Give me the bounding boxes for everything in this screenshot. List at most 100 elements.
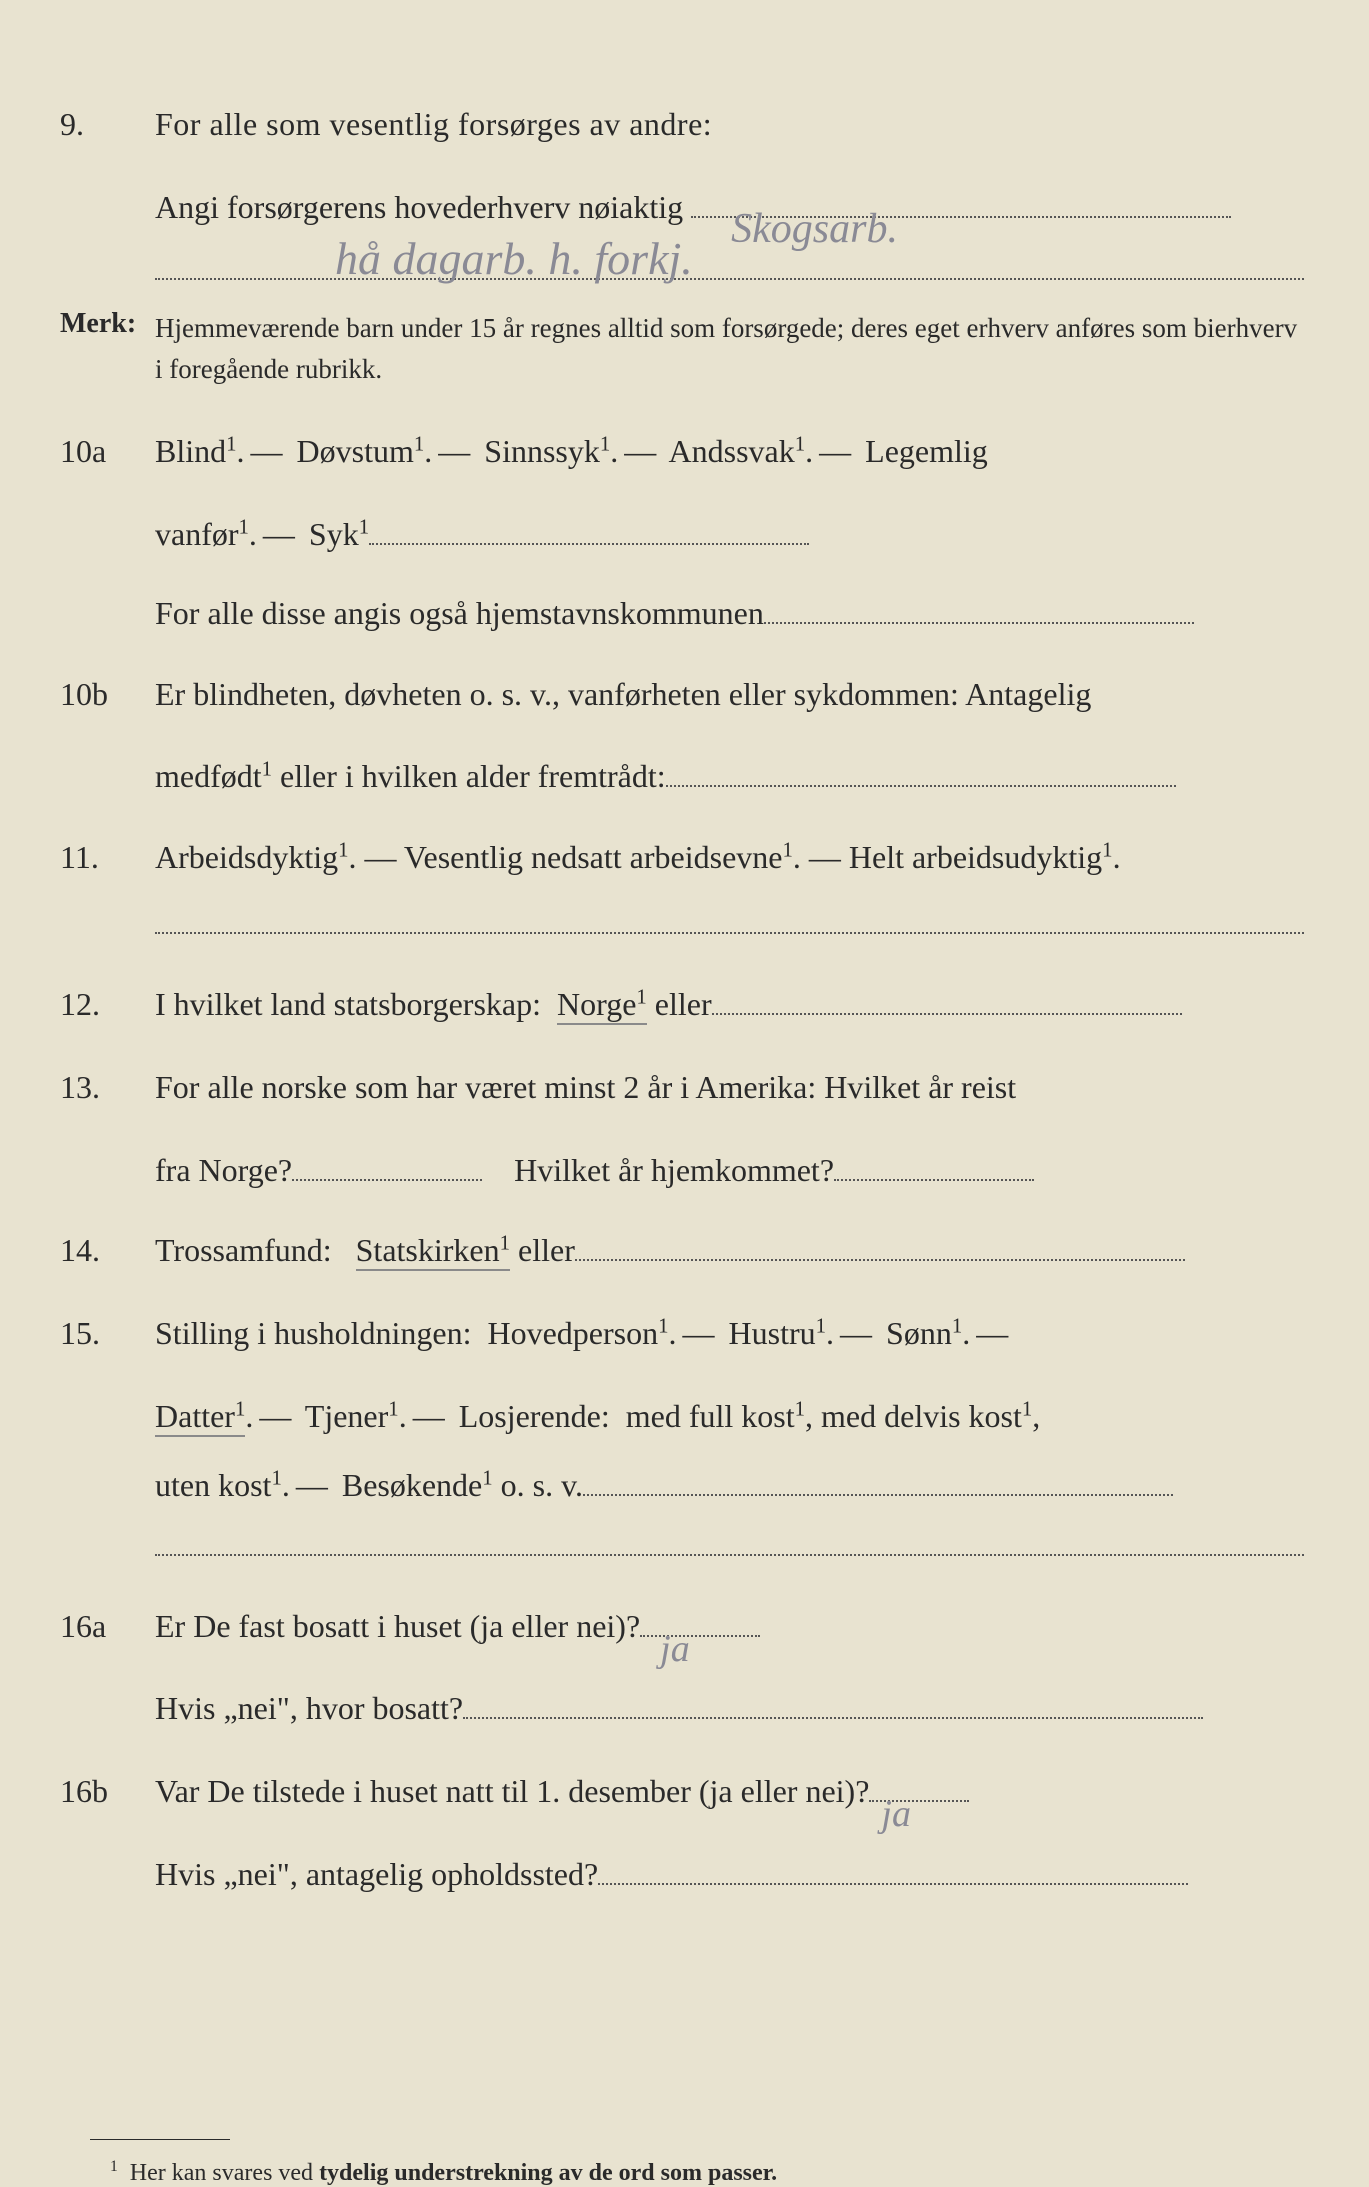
q13-hjemkommet: Hvilket år hjemkommet?	[514, 1152, 834, 1188]
q15-line1: 15. Stilling i husholdningen: Hovedperso…	[60, 1299, 1304, 1368]
q15-k3: uten kost	[155, 1467, 271, 1503]
q10a-line2: vanfør1.— Syk1	[155, 500, 1304, 569]
q10a-num: 10a	[60, 421, 155, 482]
footnote: 1 Her kan svares ved tydelig understrekn…	[110, 2158, 1304, 2187]
q15-label: Stilling i husholdningen:	[155, 1315, 471, 1351]
q16b-q1: Var De tilstede i huset natt til 1. dese…	[155, 1757, 1304, 1826]
q10b-medfodt: medfødt	[155, 758, 262, 794]
q10a-fill-1[interactable]	[369, 543, 809, 545]
q11-fill[interactable]	[155, 906, 1304, 934]
q10a-line3: For alle disse angis også hjemstavnskomm…	[155, 579, 1304, 648]
q11-opt1: Arbeidsdyktig	[155, 839, 338, 875]
q13-franorge: fra Norge?	[155, 1152, 292, 1188]
q15-fill-2[interactable]	[155, 1528, 1304, 1556]
q10a-opt1: Blind	[155, 433, 226, 469]
q15-opt2: Hustru	[729, 1315, 816, 1351]
q9-line2: Angi forsørgerens hovederhverv nøiaktig …	[155, 173, 1304, 242]
merk-text: Hjemmeværende barn under 15 år regnes al…	[155, 308, 1304, 392]
q16b-fill-1[interactable]: ja	[869, 1800, 969, 1802]
q16b-line1: 16b Var De tilstede i huset natt til 1. …	[60, 1757, 1304, 1826]
footnote-num: 1	[110, 2158, 118, 2175]
q15-opt1: Hovedperson	[487, 1315, 658, 1351]
q12-row: 12. I hvilket land statsborgerskap: Norg…	[60, 970, 1304, 1039]
q12-fill[interactable]	[712, 1013, 1182, 1015]
q11-opts: Arbeidsdyktig1. — Vesentlig nedsatt arbe…	[155, 823, 1304, 892]
merk-label: Merk:	[60, 308, 155, 340]
q11-row: 11. Arbeidsdyktig1. — Vesentlig nedsatt …	[60, 823, 1304, 892]
q13-text1: For alle norske som har været minst 2 år…	[155, 1053, 1304, 1122]
q15-line3: uten kost1.— Besøkende1 o. s. v.	[155, 1451, 1304, 1520]
footnote-text-b: tydelig understrekning av de ord som pas…	[319, 2160, 777, 2186]
q10a-vanfor: vanfør	[155, 516, 239, 552]
q14-fill[interactable]	[575, 1259, 1185, 1261]
q16b-fill-2[interactable]	[598, 1883, 1188, 1885]
q15-fill-1[interactable]	[583, 1494, 1173, 1496]
q12-label: I hvilket land statsborgerskap:	[155, 986, 541, 1022]
q10a-opt4: Andssvak	[669, 433, 795, 469]
q9-text1: For alle som vesentlig forsørges av andr…	[155, 90, 1304, 159]
q16a-q1: Er De fast bosatt i huset (ja eller nei)…	[155, 1592, 1304, 1661]
q15-k2: med delvis kost	[821, 1398, 1022, 1434]
q13-fill-1[interactable]	[292, 1179, 482, 1181]
q16b-hand: ja	[881, 1774, 911, 1856]
q14-num: 14.	[60, 1220, 155, 1281]
q10a-hjemstavn: For alle disse angis også hjemstavnskomm…	[155, 595, 764, 631]
q15-osv: o. s. v.	[501, 1467, 583, 1503]
q10a-fill-2[interactable]	[764, 622, 1194, 624]
q10b-num: 10b	[60, 664, 155, 725]
q11-num: 11.	[60, 827, 155, 888]
q10b-alder: eller i hvilken alder fremtrådt:	[280, 758, 666, 794]
q10a-syk: Syk	[309, 516, 359, 552]
footnote-separator	[90, 2139, 230, 2140]
q9-label: Angi forsørgerens hovederhverv nøiaktig	[155, 189, 683, 225]
q9-fill-2[interactable]: hå dagarb. h. forkj.	[155, 252, 1304, 280]
q16a-hand: ja	[660, 1609, 690, 1691]
q10a-line1: 10a Blind1.— Døvstum1.— Sinnssyk1.— Ands…	[60, 417, 1304, 486]
q15-opts1: Stilling i husholdningen: Hovedperson1.—…	[155, 1299, 1304, 1368]
q12-or: eller	[655, 986, 712, 1022]
q16b-q2-text: Hvis „nei", antagelig opholdssted?	[155, 1856, 598, 1892]
q9-num: 9.	[60, 94, 155, 155]
q15-num: 15.	[60, 1303, 155, 1364]
q15-datter: Datter1	[155, 1398, 245, 1437]
q13-fill-2[interactable]	[834, 1179, 1034, 1181]
q15-besokende: Besøkende	[342, 1467, 482, 1503]
q9-line1: 9. For alle som vesentlig forsørges av a…	[60, 90, 1304, 159]
q15-tjener: Tjener	[305, 1398, 389, 1434]
q15-k1: med full kost	[626, 1398, 795, 1434]
q16a-q1-text: Er De fast bosatt i huset (ja eller nei)…	[155, 1608, 640, 1644]
q14-statskirken: Statskirken1	[356, 1232, 510, 1271]
q10a-opts: Blind1.— Døvstum1.— Sinnssyk1.— Andssvak…	[155, 417, 1304, 486]
q14-content: Trossamfund: Statskirken1 eller	[155, 1216, 1304, 1285]
q10b-line2: medfødt1 eller i hvilken alder fremtrådt…	[155, 742, 1304, 811]
q16a-q2-text: Hvis „nei", hvor bosatt?	[155, 1690, 463, 1726]
q16a-line1: 16a Er De fast bosatt i huset (ja eller …	[60, 1592, 1304, 1661]
q14-label: Trossamfund:	[155, 1232, 332, 1268]
q10a-opt2: Døvstum	[297, 433, 414, 469]
q9-fill-1[interactable]: Skogsarb.	[691, 216, 1231, 218]
q16a-fill-2[interactable]	[463, 1717, 1203, 1719]
q11-opt2: Vesentlig nedsatt arbeidsevne	[404, 839, 783, 875]
q16b-line2: Hvis „nei", antagelig opholdssted?	[155, 1840, 1304, 1909]
q10b-text1: Er blindheten, døvheten o. s. v., vanfør…	[155, 660, 1304, 729]
q10b-fill[interactable]	[666, 785, 1176, 787]
q16b-num: 16b	[60, 1761, 155, 1822]
q13-line1: 13. For alle norske som har været minst …	[60, 1053, 1304, 1122]
footnote-text-a: Her kan svares ved	[130, 2160, 319, 2186]
q15-line2: Datter1.— Tjener1.— Losjerende: med full…	[155, 1382, 1304, 1451]
q12-content: I hvilket land statsborgerskap: Norge1 e…	[155, 970, 1304, 1039]
merk-row: Merk: Hjemmeværende barn under 15 år reg…	[60, 308, 1304, 392]
q16a-fill-1[interactable]: ja	[640, 1635, 760, 1637]
q10a-opt5: Legemlig	[865, 433, 988, 469]
q11-opt3: Helt arbeidsudyktig	[849, 839, 1102, 875]
q15-opt3: Sønn	[886, 1315, 952, 1351]
q12-norge: Norge1	[557, 986, 647, 1025]
q9-hand2: hå dagarb. h. forkj.	[335, 232, 693, 285]
q13-num: 13.	[60, 1057, 155, 1118]
q10a-opt3: Sinnssyk	[484, 433, 600, 469]
q13-line2: fra Norge? Hvilket år hjemkommet?	[155, 1136, 1304, 1205]
q16b-q1-text: Var De tilstede i huset natt til 1. dese…	[155, 1773, 869, 1809]
q14-or: eller	[518, 1232, 575, 1268]
q16a-line2: Hvis „nei", hvor bosatt?	[155, 1674, 1304, 1743]
q10b-line1: 10b Er blindheten, døvheten o. s. v., va…	[60, 660, 1304, 729]
